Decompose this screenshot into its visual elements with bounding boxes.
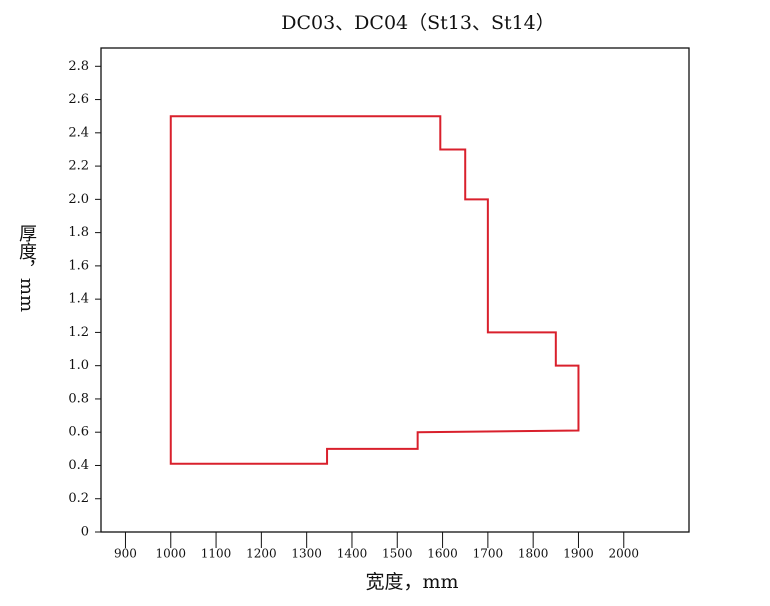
x-axis-label: 宽度，mm [365, 571, 458, 593]
x-tick-label: 1900 [563, 547, 594, 561]
x-tick-label: 900 [114, 547, 137, 561]
y-tick-label: 0.4 [68, 458, 89, 473]
x-tick-label: 1600 [427, 547, 458, 561]
y-tick-label: 2.8 [68, 59, 89, 74]
y-tick-label: 0 [81, 525, 89, 540]
y-tick-label: 1.8 [68, 225, 89, 240]
y-tick-label: 0.8 [68, 391, 89, 406]
y-tick-label: 1.0 [68, 358, 89, 373]
x-tick-label: 1000 [155, 547, 186, 561]
x-tick-label: 1800 [518, 547, 549, 561]
data-line [169, 115, 580, 465]
y-tick-label: 0.6 [68, 425, 89, 440]
y-axis-label: 厚度，mm [16, 224, 37, 312]
y-tick-label: 1.2 [68, 325, 89, 340]
x-tick-label: 1200 [246, 547, 277, 561]
y-tick-label: 2.0 [68, 192, 89, 207]
chart-title: DC03、DC04（St13、St14） [281, 12, 555, 34]
y-tick-label: 1.4 [68, 292, 89, 307]
plot-frame [100, 47, 690, 533]
y-tick-label: 2.6 [68, 92, 89, 107]
x-tick-label: 1300 [291, 547, 322, 561]
y-tick-label: 2.2 [68, 159, 89, 174]
x-tick-label: 1700 [473, 547, 504, 561]
x-tick-label: 1100 [201, 547, 232, 561]
y-tick-label: 2.4 [68, 125, 89, 140]
x-tick-label: 2000 [608, 547, 639, 561]
y-tick-label: 0.2 [68, 491, 89, 506]
x-tick-label: 1400 [337, 547, 368, 561]
y-tick-label: 1.6 [68, 258, 89, 273]
x-tick-label: 1500 [382, 547, 413, 561]
